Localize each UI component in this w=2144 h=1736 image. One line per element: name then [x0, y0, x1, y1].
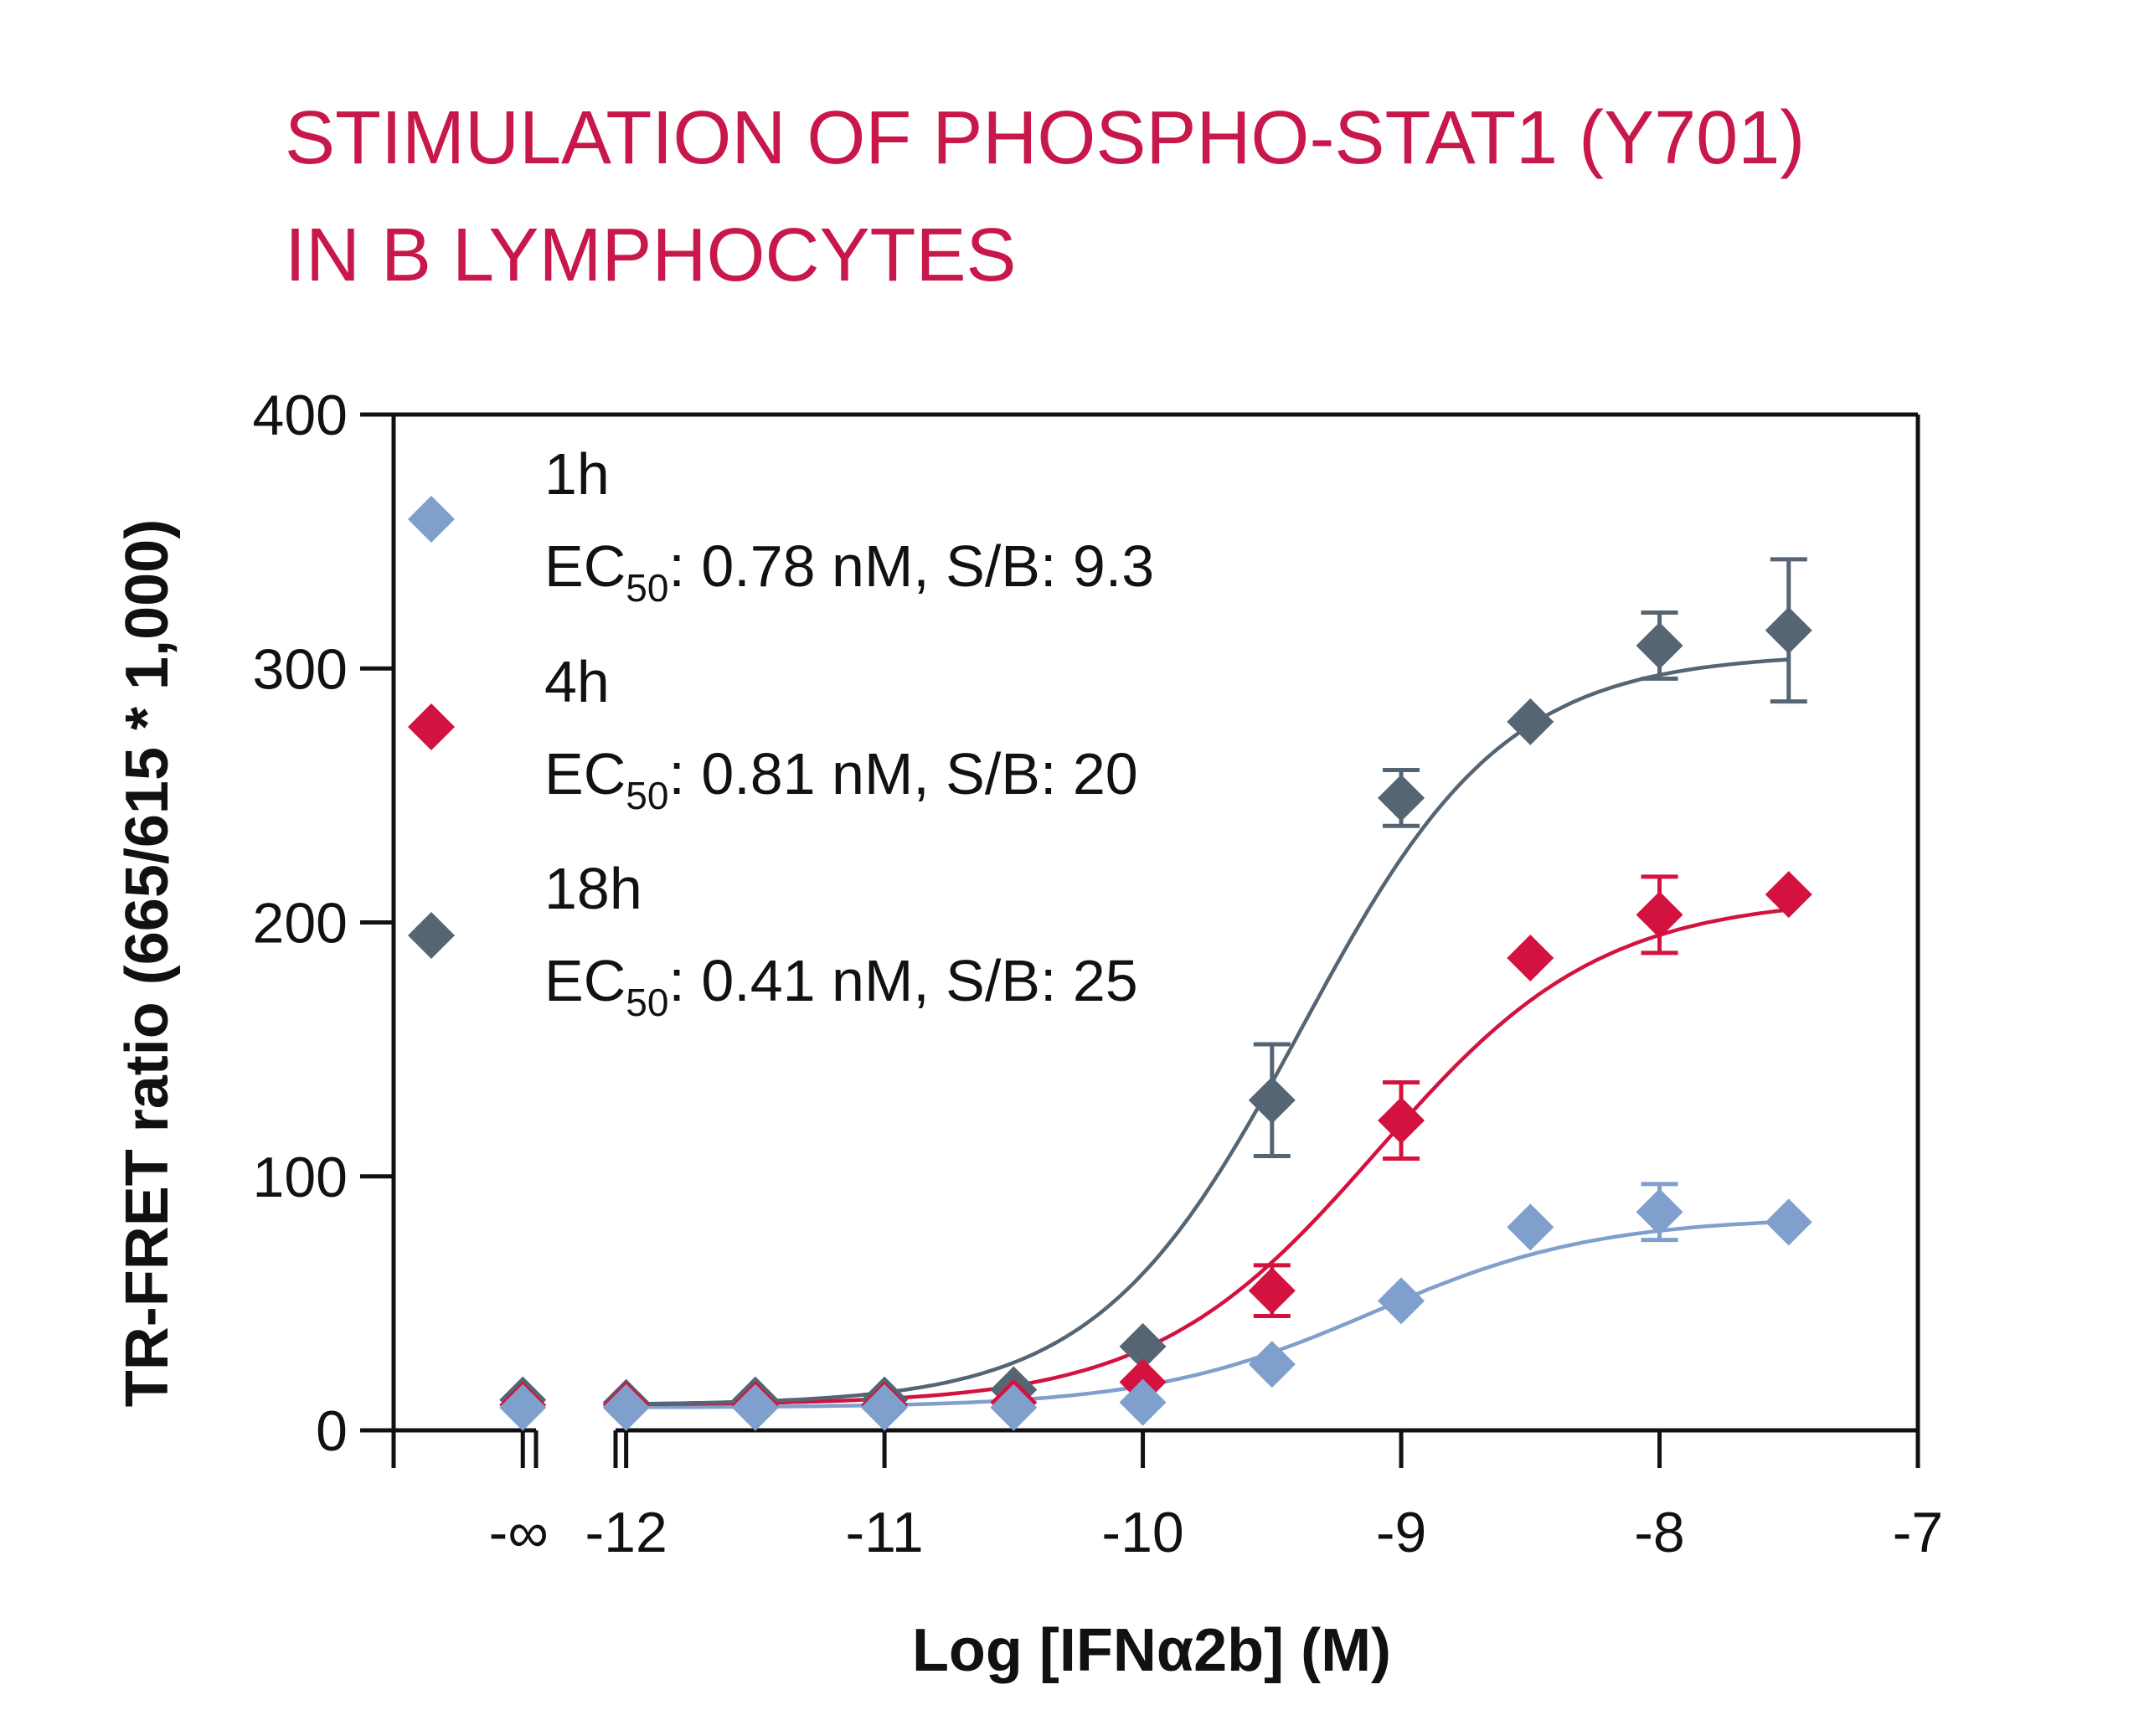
legend-marker-1h: [408, 496, 455, 543]
legend-ec50-subscript: 50: [626, 774, 668, 817]
legend-ec50-subscript: 50: [626, 981, 668, 1024]
legend-series-name: 1h: [544, 441, 610, 507]
data-point-1h: [1507, 1203, 1554, 1251]
data-point-4h: [1765, 871, 1812, 919]
x-tick-label: -9: [1376, 1501, 1426, 1564]
chart-title-line-2: IN B LYMPHOCYTES: [285, 214, 1017, 297]
data-point-1h: [1248, 1341, 1296, 1388]
legend-item-1h: 1h EC50: 0.78 nM, S/B: 9.3: [408, 441, 1154, 610]
fit-curve-18h: [626, 657, 1789, 1406]
legend-item-18h: 18h EC50: 0.41 nM, S/B: 25: [408, 856, 1138, 1024]
chart-title-line-1: STIMULATION OF PHOSPHO-STAT1 (Y701): [285, 96, 1805, 180]
y-tick-label: 100: [253, 1146, 348, 1209]
x-axis-label: Log [IFNα2b] (M): [912, 1617, 1391, 1684]
legend-ec50-value: : 0.81 nM, S/B: 20: [668, 741, 1137, 806]
data-point-18h: [1507, 698, 1554, 745]
legend-ec50-text: EC50: 0.41 nM, S/B: 25: [544, 948, 1138, 1024]
y-tick-label: 400: [253, 384, 348, 447]
data-point-1h: [731, 1383, 779, 1431]
legend-ec50-value: : 0.41 nM, S/B: 25: [668, 948, 1137, 1013]
x-tick-label: -11: [845, 1501, 923, 1564]
x-tick-label: -12: [585, 1501, 667, 1564]
legend-marker-18h: [408, 912, 455, 959]
legend-ec50-text: EC50: 0.81 nM, S/B: 20: [544, 741, 1138, 817]
legend-ec50-value: : 0.78 nM, S/B: 9.3: [668, 533, 1154, 599]
y-tick-label: 0: [316, 1399, 348, 1463]
data-point-18h: [1636, 621, 1683, 669]
data-point-4h: [1636, 891, 1683, 939]
data-point-1h: [1636, 1188, 1683, 1236]
data-point-1h: [1765, 1198, 1812, 1246]
x-tick-label: -∞: [489, 1501, 549, 1564]
data-point-18h: [1765, 606, 1812, 654]
legend-ec50-text: EC50: 0.78 nM, S/B: 9.3: [544, 533, 1154, 610]
y-tick-label: 300: [253, 637, 348, 701]
data-point-18h: [1378, 774, 1425, 822]
chart-title: STIMULATION OF PHOSPHO-STAT1 (Y701) IN B…: [285, 96, 1805, 297]
legend-ec50-prefix: EC: [544, 533, 626, 599]
data-point-4h: [1507, 934, 1554, 981]
data-point-18h: [1119, 1322, 1167, 1370]
x-axis-ticks: -∞ -12 -11 -10 -9 -8 -7: [489, 1430, 1943, 1564]
data-point-1h: [499, 1383, 547, 1431]
fit-curve-4h: [626, 908, 1790, 1407]
data-points: [499, 557, 1812, 1431]
x-tick-label: -7: [1893, 1501, 1943, 1564]
legend-marker-4h: [408, 703, 455, 750]
x-tick-label: -10: [1101, 1501, 1183, 1564]
fit-curve-1h: [626, 1219, 1789, 1409]
data-point-1h: [1119, 1378, 1167, 1426]
y-axis-label: TR-FRET ratio (665/615 * 1,000): [114, 519, 181, 1407]
data-point-4h: [1248, 1267, 1296, 1315]
data-point-1h: [990, 1383, 1038, 1431]
data-point-1h: [861, 1383, 909, 1431]
legend-series-name: 4h: [544, 649, 610, 714]
legend-item-4h: 4h EC50: 0.81 nM, S/B: 20: [408, 649, 1138, 817]
legend-ec50-subscript: 50: [626, 566, 668, 610]
data-point-4h: [1378, 1097, 1425, 1145]
data-point-1h: [1378, 1277, 1425, 1325]
fit-curves: [626, 657, 1790, 1409]
legend-ec50-prefix: EC: [544, 948, 626, 1013]
plot-frame: [391, 412, 1920, 1468]
data-point-1h: [602, 1383, 650, 1431]
data-point-18h: [1248, 1076, 1296, 1124]
legend-ec50-prefix: EC: [544, 741, 626, 806]
y-axis-ticks: 0 100 200 300 400: [253, 384, 394, 1463]
legend-series-name: 18h: [544, 856, 642, 921]
y-tick-label: 200: [253, 892, 348, 956]
x-tick-label: -8: [1634, 1501, 1684, 1564]
